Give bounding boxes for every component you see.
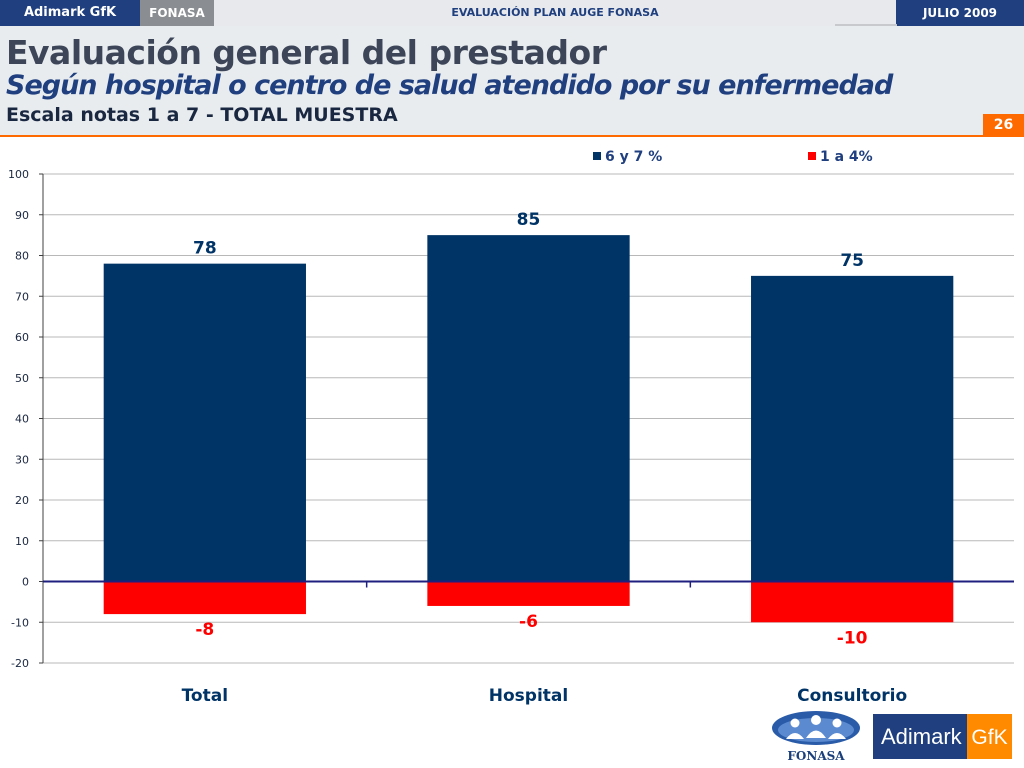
topbar-divider — [835, 24, 897, 26]
legend-label: 6 y 7 % — [605, 149, 662, 165]
fonasa-logo-text: FONASA — [787, 749, 845, 763]
y-tick-label: 40 — [15, 413, 29, 426]
bar-total-positive — [103, 263, 306, 582]
data-label-negative: -10 — [837, 628, 868, 648]
brand-tab: Adimark GfK — [0, 0, 140, 26]
fonasa-logo: FONASA — [772, 711, 860, 763]
bar-hospital-positive — [427, 235, 630, 582]
bar-chart: 1009080706050403020100-10-2078-8Total85-… — [8, 149, 1014, 706]
legend-swatch-positive — [593, 152, 601, 160]
header-divider — [0, 135, 1024, 137]
y-tick-label: -20 — [11, 657, 29, 670]
report-date: JULIO 2009 — [896, 0, 1024, 26]
y-tick-label: 100 — [8, 168, 29, 181]
report-title: EVALUACIÓN PLAN AUGE FONASA — [451, 6, 659, 19]
legend-swatch-negative — [808, 152, 816, 160]
bar-consultorio-positive — [751, 275, 954, 582]
y-tick-label: 0 — [22, 576, 29, 589]
scale-note: Escala notas 1 a 7 - TOTAL MUESTRA — [6, 104, 398, 126]
slide-title: Evaluación general del prestador — [6, 33, 607, 72]
data-label-positive: 75 — [840, 251, 864, 271]
y-tick-label: 20 — [15, 494, 29, 507]
category-label: Consultorio — [797, 686, 907, 706]
data-label-positive: 78 — [193, 239, 217, 259]
y-tick-label: 80 — [15, 250, 29, 263]
gfk-logo-text: GfK — [971, 726, 1007, 749]
data-label-negative: -8 — [195, 620, 214, 640]
slide-subtitle: Según hospital o centro de salud atendid… — [6, 70, 893, 101]
bar-hospital-negative — [427, 581, 630, 606]
data-label-negative: -6 — [519, 612, 538, 632]
bar-consultorio-negative — [751, 581, 954, 623]
y-tick-label: 10 — [15, 535, 29, 548]
adimark-gfk-logo: Adimark GfK — [873, 714, 1012, 759]
y-tick-label: 50 — [15, 372, 29, 385]
adimark-logo-text: Adimark — [881, 724, 963, 749]
y-tick-label: 60 — [15, 331, 29, 344]
top-bar: Adimark GfK FONASA EVALUACIÓN PLAN AUGE … — [0, 0, 1024, 26]
category-label: Total — [182, 686, 228, 706]
category-label: Hospital — [489, 686, 568, 706]
legend-label: 1 a 4% — [820, 149, 873, 165]
y-tick-label: 30 — [15, 453, 29, 466]
y-tick-label: 90 — [15, 209, 29, 222]
y-tick-label: 70 — [15, 290, 29, 303]
y-tick-label: -10 — [11, 616, 29, 629]
client-tab: FONASA — [140, 0, 214, 26]
page-number: 26 — [983, 114, 1024, 136]
slide-header — [0, 26, 1024, 136]
data-label-positive: 85 — [517, 210, 541, 230]
bar-total-negative — [103, 581, 306, 615]
